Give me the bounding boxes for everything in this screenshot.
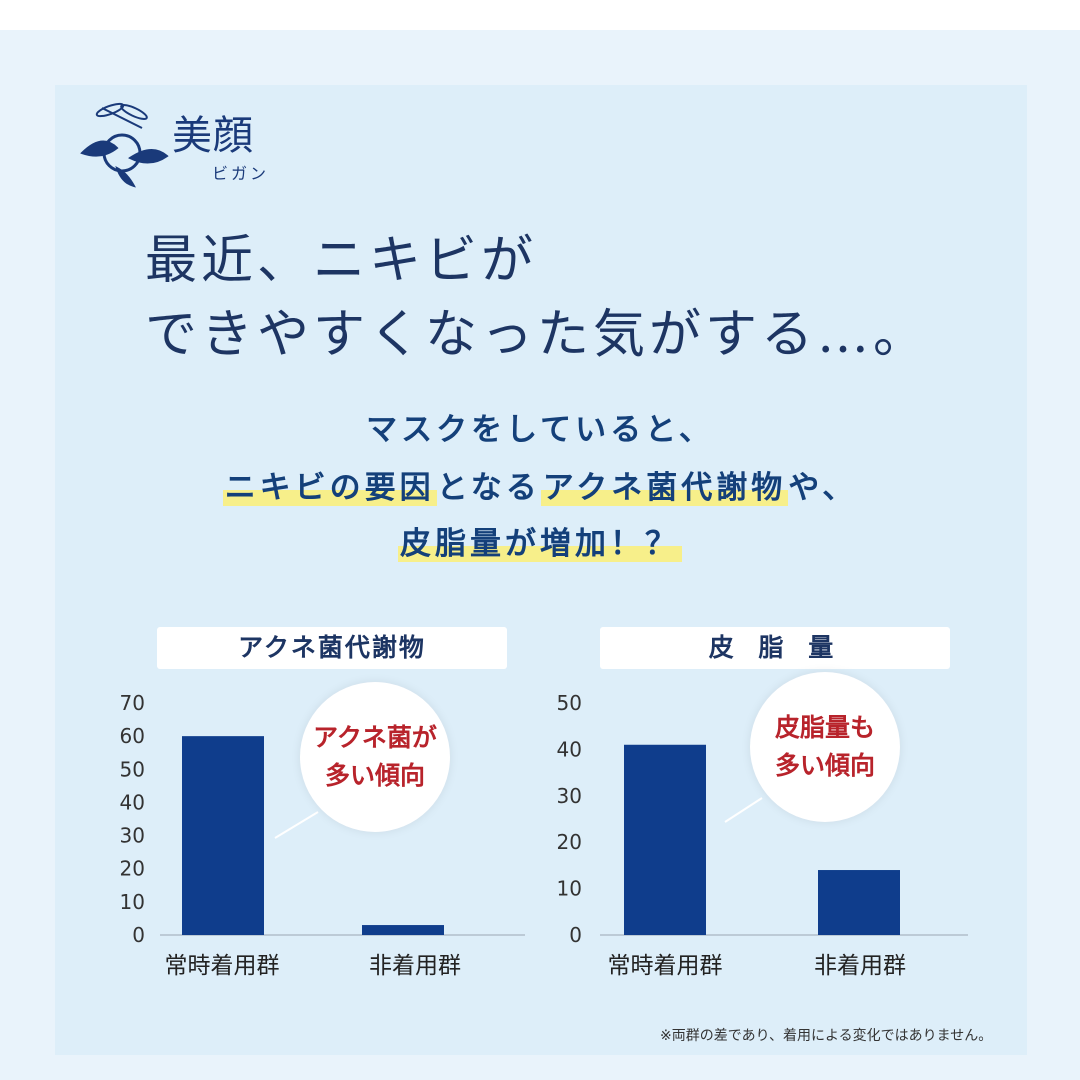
chart-2-y-tick-label: 40 xyxy=(557,737,582,761)
chart-2-callout: 皮脂量も 多い傾向 xyxy=(750,672,900,822)
chart-1-y-tick-label: 0 xyxy=(132,923,145,947)
subtitle-text: 皮脂量 xyxy=(400,526,505,562)
chart-1-y-tick-label: 40 xyxy=(120,790,145,814)
chart-1-callout: アクネ菌が 多い傾向 xyxy=(300,682,450,832)
chart-1-title: アクネ菌代謝物 xyxy=(157,627,507,669)
chart-1-y-tick-label: 30 xyxy=(120,824,145,848)
brand-kanji: 美顔 xyxy=(172,113,254,159)
callout-line: 多い傾向 xyxy=(324,761,425,790)
chart-2-category-label: 非着用群 xyxy=(814,953,906,979)
headline-line-1: 最近、ニキビが xyxy=(145,231,538,291)
chart-2-y-tick-label: 30 xyxy=(557,784,582,808)
subtitle-text: や、 xyxy=(788,470,858,506)
chart-1-bar-2 xyxy=(362,925,444,935)
chart-2-bar-1 xyxy=(624,744,706,935)
chart-1-callout-pointer xyxy=(274,811,319,839)
chart-1-y-tick-label: 50 xyxy=(120,757,145,781)
chart-1-bar-1 xyxy=(182,736,264,935)
chart-1-category-label: 常時着用群 xyxy=(165,953,280,979)
chart-2-y-tick-label: 20 xyxy=(557,830,582,854)
chart-2-y-tick-label: 10 xyxy=(557,877,582,901)
callout-line: アクネ菌が xyxy=(313,723,437,752)
callout-line: 多い傾向 xyxy=(774,751,875,780)
brand-kana: ビガン xyxy=(212,164,270,183)
chart-1-y-tick-label: 20 xyxy=(120,857,145,881)
chart-1-y-tick-label: 70 xyxy=(120,691,145,715)
footnote: ※両群の差であり、着用による変化ではありません。 xyxy=(660,1028,993,1044)
headline-line-2: できやすくなった気がする…。 xyxy=(145,305,930,365)
chart-2-y-tick-label: 0 xyxy=(569,923,582,947)
dragonfly-icon xyxy=(80,102,169,188)
highlight-acne-cause: ニキビの要因 xyxy=(222,470,437,506)
callout-line: 皮脂量も xyxy=(774,713,875,742)
chart-1-y-tick-label: 10 xyxy=(120,890,145,914)
chart-1-y-tick-label: 60 xyxy=(120,724,145,748)
chart-2-y-tick-label: 50 xyxy=(557,691,582,715)
subtitle-line-2: ニキビの要因となるアクネ菌代謝物や、 xyxy=(0,462,1080,507)
chart-2-bar-2 xyxy=(818,870,900,935)
subtitle-text: となる xyxy=(436,470,541,506)
chart-2-callout-pointer xyxy=(724,797,763,823)
subtitle-text: 増加！？ xyxy=(540,526,680,562)
highlight-sebum: 皮脂量が増加！？ xyxy=(398,526,682,562)
brand-logo: 美顔 ビガン xyxy=(72,98,272,188)
highlight-acne-metabolite: アクネ菌代謝物 xyxy=(540,470,789,506)
chart-2-category-label: 常時着用群 xyxy=(608,953,723,979)
subtitle-line-1: マスクをしていると、 xyxy=(366,412,714,448)
subtitle-text: が xyxy=(505,526,540,562)
subtitle-line-3: 皮脂量が増加！？ xyxy=(0,518,1080,563)
chart-2-title: 皮 脂 量 xyxy=(600,627,950,669)
chart-1-category-label: 非着用群 xyxy=(369,953,461,979)
